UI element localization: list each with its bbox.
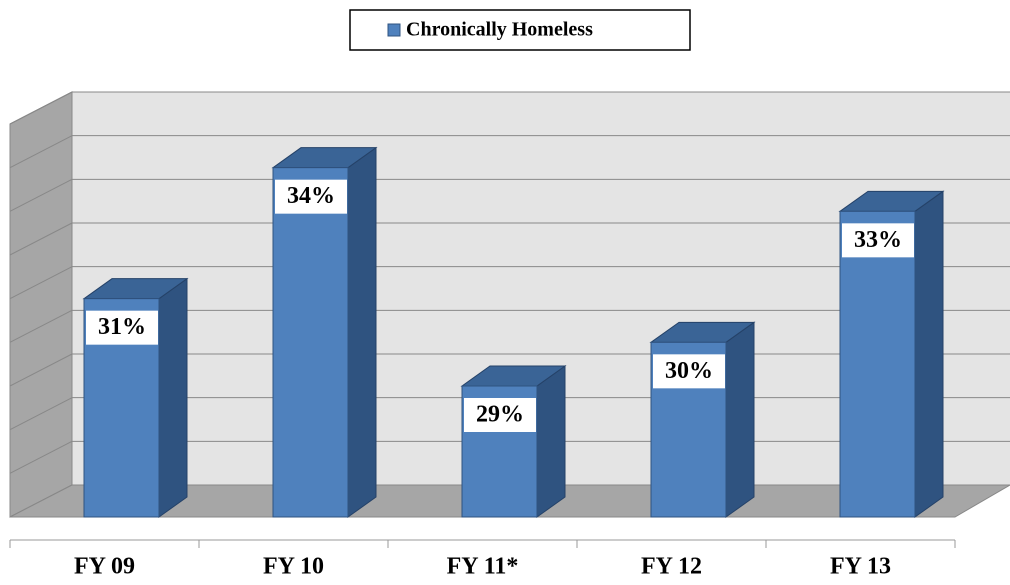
value-label: 34%	[287, 183, 335, 209]
bar-side	[914, 190, 944, 518]
x-tick-label: FY 12	[641, 554, 702, 580]
bar-side	[158, 277, 188, 518]
side-grid-line	[9, 397, 73, 431]
value-label-box	[842, 223, 914, 258]
x-tick-label: FY 09	[74, 554, 135, 580]
bar-side	[725, 321, 755, 518]
x-tick-label: FY 13	[830, 554, 891, 580]
side-grid-line	[9, 353, 73, 387]
value-label: 33%	[854, 227, 902, 253]
value-label: 29%	[476, 402, 524, 428]
side-wall	[9, 91, 73, 518]
value-label-box	[653, 354, 725, 389]
bar	[272, 167, 349, 518]
x-tick-label: FY 10	[263, 554, 324, 580]
side-grid-line	[9, 91, 73, 125]
side-grid-line	[9, 309, 73, 343]
side-grid-line	[9, 266, 73, 300]
legend-swatch	[387, 23, 401, 37]
side-grid-line	[9, 440, 73, 474]
value-label-box	[86, 310, 158, 345]
value-label: 30%	[665, 358, 713, 384]
side-grid-line	[9, 135, 73, 169]
value-label-box	[464, 398, 536, 432]
bar-side	[536, 365, 566, 518]
legend-label: Chronically Homeless	[406, 19, 593, 41]
bar-side	[347, 146, 377, 518]
x-tick-label: FY 11*	[447, 554, 519, 580]
side-grid-line	[9, 178, 73, 212]
value-label: 31%	[98, 314, 146, 340]
side-grid-line	[9, 222, 73, 256]
value-label-box	[275, 179, 347, 214]
legend-box	[349, 9, 691, 51]
bar	[839, 210, 916, 518]
